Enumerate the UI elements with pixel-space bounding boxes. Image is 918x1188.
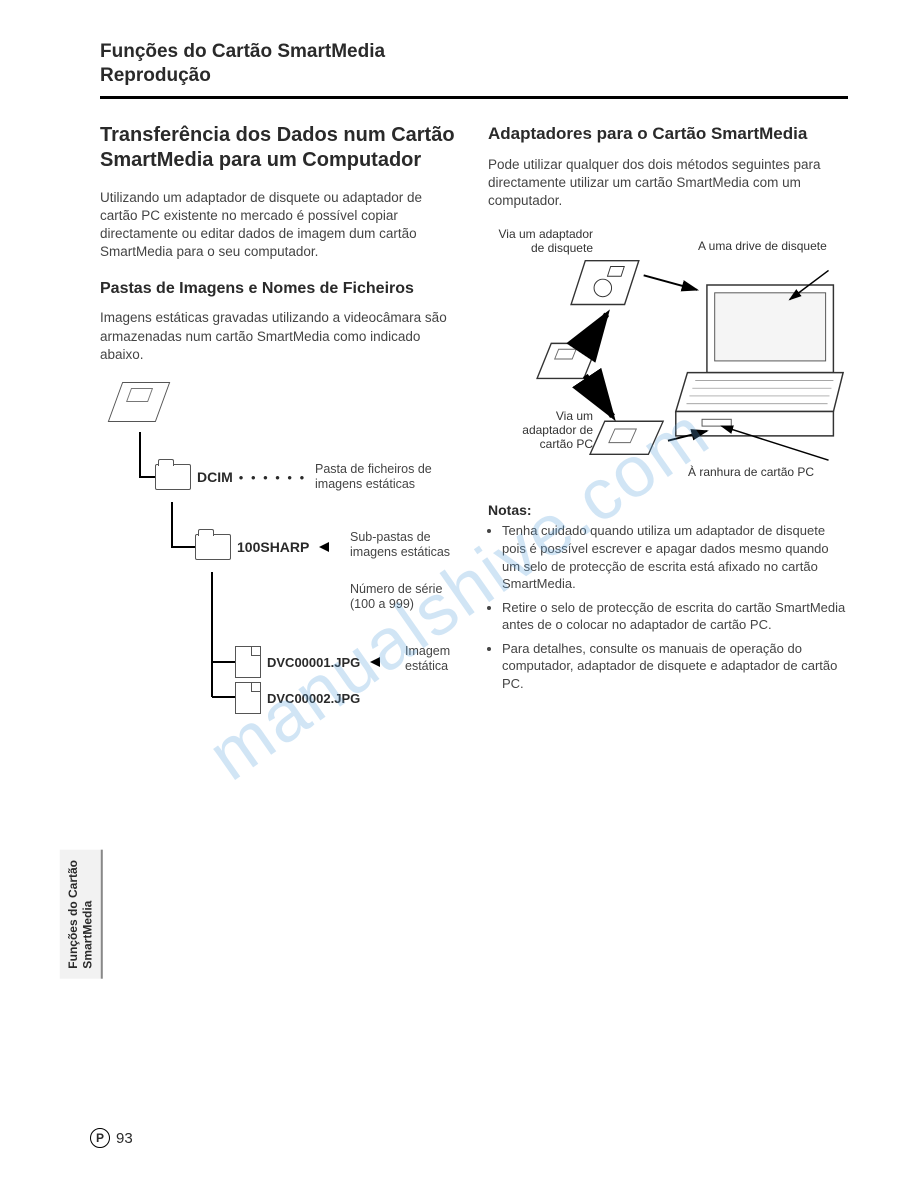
adapter-diagram: Via um adaptador de disquete A uma drive… bbox=[488, 228, 848, 488]
arrow-left-icon bbox=[370, 657, 380, 667]
main-title: Transferência dos Dados num Cartão Smart… bbox=[100, 123, 460, 173]
sharp-label: 100SHARP bbox=[237, 539, 309, 555]
file-icon bbox=[235, 682, 261, 714]
folder-icon bbox=[155, 464, 191, 490]
sidetab-line1: Funções do Cartão bbox=[66, 860, 80, 969]
note-item: Retire o selo de protecção de escrita do… bbox=[502, 599, 848, 634]
file-desc: Imagem estática bbox=[405, 644, 465, 674]
sharp-desc: Sub-pastas de imagens estáticas bbox=[350, 530, 460, 560]
lbl-pc-slot: À ranhura de cartão PC bbox=[688, 466, 848, 480]
file1-label: DVC00001.JPG bbox=[267, 655, 360, 670]
serial-desc: Número de série (100 a 999) bbox=[350, 582, 460, 612]
dcim-label: DCIM bbox=[197, 469, 233, 485]
smartmedia-card-icon bbox=[108, 382, 171, 422]
notes-list: Tenha cuidado quando utiliza um adaptado… bbox=[488, 522, 848, 692]
header-line2: Reprodução bbox=[100, 64, 848, 88]
header-rule bbox=[100, 96, 848, 99]
pastas-text: Imagens estáticas gravadas utilizando a … bbox=[100, 309, 460, 364]
page-header: Funções do Cartão SmartMedia Reprodução bbox=[100, 40, 848, 88]
dcim-dots: • • • • • • bbox=[239, 470, 306, 485]
note-item: Tenha cuidado quando utiliza um adaptado… bbox=[502, 522, 848, 592]
pastas-heading: Pastas de Imagens e Nomes de Ficheiros bbox=[100, 279, 460, 299]
tree-file1: DVC00001.JPG bbox=[235, 646, 384, 678]
tree-dcim: DCIM • • • • • • bbox=[155, 464, 306, 490]
folder-icon bbox=[195, 534, 231, 560]
file-icon bbox=[235, 646, 261, 678]
folder-tree: DCIM • • • • • • Pasta de ficheiros de i… bbox=[100, 382, 460, 742]
side-tab: Funções do Cartão SmartMedia bbox=[60, 850, 103, 979]
page-letter: P bbox=[90, 1128, 110, 1148]
left-column: Transferência dos Dados num Cartão Smart… bbox=[100, 123, 460, 743]
notes-heading: Notas: bbox=[488, 502, 848, 518]
page-num-value: 93 bbox=[116, 1130, 133, 1147]
lbl-floppy-drive: A uma drive de disquete bbox=[698, 240, 848, 254]
lbl-floppy-adapter: Via um adaptador de disquete bbox=[488, 228, 593, 256]
page-number: P 93 bbox=[90, 1128, 133, 1148]
note-item: Para detalhes, consulte os manuais de op… bbox=[502, 640, 848, 693]
tree-file2: DVC00002.JPG bbox=[235, 682, 360, 714]
adapters-heading: Adaptadores para o Cartão SmartMedia bbox=[488, 123, 848, 144]
right-column: Adaptadores para o Cartão SmartMedia Pod… bbox=[488, 123, 848, 743]
arrow-left-icon bbox=[319, 542, 329, 552]
sidetab-line2: SmartMedia bbox=[80, 860, 94, 969]
tree-100sharp: 100SHARP bbox=[195, 534, 333, 560]
header-line1: Funções do Cartão SmartMedia bbox=[100, 40, 848, 64]
file2-label: DVC00002.JPG bbox=[267, 691, 360, 706]
dcim-desc: Pasta de ficheiros de imagens estáticas bbox=[315, 462, 455, 492]
lbl-pc-adapter: Via um adaptador de cartão PC bbox=[508, 410, 593, 451]
adapters-intro: Pode utilizar qualquer dos dois métodos … bbox=[488, 156, 848, 211]
tree-card bbox=[115, 382, 163, 422]
intro-text: Utilizando um adaptador de disquete ou a… bbox=[100, 189, 460, 262]
